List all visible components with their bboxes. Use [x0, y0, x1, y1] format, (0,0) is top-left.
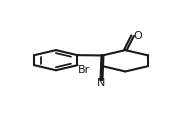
Text: Br: Br	[78, 65, 91, 75]
Text: N: N	[97, 78, 106, 88]
Text: O: O	[133, 31, 142, 41]
